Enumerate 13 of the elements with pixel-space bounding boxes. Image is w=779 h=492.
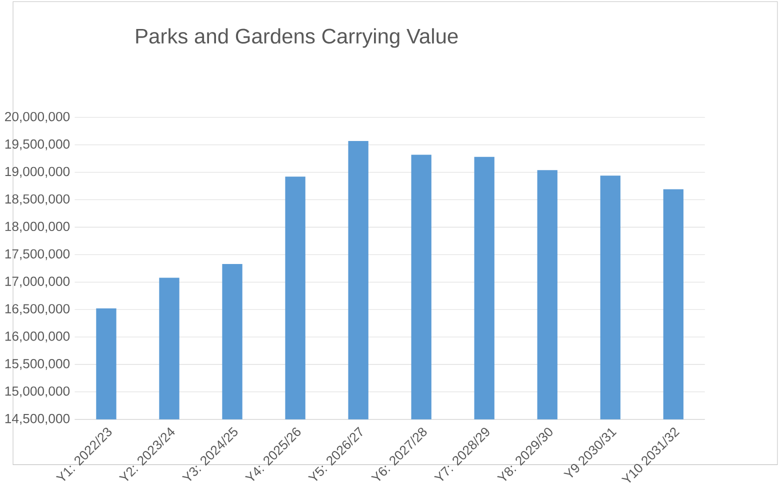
y-tick-label: 15,000,000 (5, 386, 70, 398)
chart-title: Parks and Gardens Carrying Value (136, 28, 458, 48)
y-tick-label: 14,500,000 (5, 414, 70, 425)
y-tick-label: 19,500,000 (5, 140, 70, 150)
y-tick-label: 17,500,000 (5, 249, 70, 260)
y-tick-label: 18,000,000 (5, 222, 70, 233)
y-tick-label: 15,500,000 (5, 359, 70, 370)
y-tick-label: 16,500,000 (5, 304, 70, 316)
y-tick-label: 20,000,000 (5, 112, 70, 124)
y-tick-label: 17,000,000 (5, 276, 70, 288)
y-tick-label: 16,000,000 (5, 332, 70, 343)
y-tick-label: 19,000,000 (5, 167, 70, 178)
y-tick-label: 18,500,000 (5, 194, 70, 206)
